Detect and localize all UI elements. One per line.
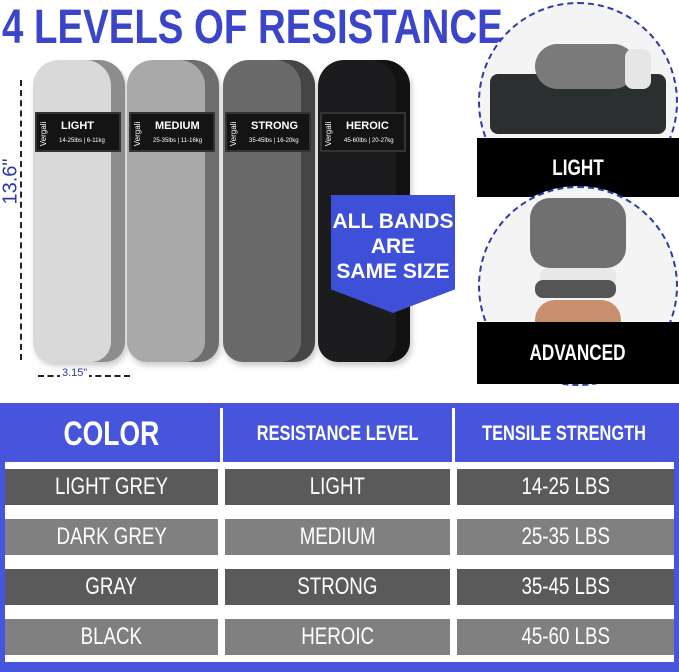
sign-line: SAME SIZE <box>336 260 450 283</box>
band-spec: 45-60lbs | 20-27kg <box>344 138 394 144</box>
cell-resistance-level: STRONG <box>225 569 450 605</box>
advanced-band-figure <box>535 280 616 298</box>
band-strong: Vergali STRONG 35-45lbs | 16-20kg <box>223 60 315 362</box>
table-row: LIGHT GREY LIGHT 14-25 LBS <box>5 462 674 512</box>
band-medium: Vergali MEDIUM 25-35lbs | 11-16kg <box>127 60 219 362</box>
table-row: BLACK HEROIC 45-60 LBS <box>5 612 674 662</box>
level-label-advanced: ADVANCED <box>477 322 679 384</box>
band-spec: 25-35lbs | 11-16kg <box>153 138 203 144</box>
column-divider <box>452 408 455 464</box>
cell-color: DARK GREY <box>5 519 218 555</box>
brand-logo: Vergali <box>229 121 238 147</box>
band-name: LIGHT <box>61 120 94 132</box>
band-spec: 14-25lbs | 6-11kg <box>59 138 105 144</box>
header-color: COLOR <box>63 415 160 453</box>
height-dimension-label: 13.6" <box>0 158 22 205</box>
cell-tensile-strength: 35-45 LBS <box>457 569 674 605</box>
band-spec: 35-45lbs | 16-20kg <box>249 138 299 144</box>
band-tag: Vergali MEDIUM 25-35lbs | 11-16kg <box>129 112 215 152</box>
resistance-table: COLOR RESISTANCE LEVEL TENSILE STRENGTH … <box>0 403 679 672</box>
height-dimension-line <box>20 80 22 360</box>
same-size-sign: ALL BANDS ARE SAME SIZE <box>331 195 455 313</box>
cell-color: BLACK <box>5 619 218 655</box>
light-band-figure <box>625 49 651 89</box>
cell-resistance-level: MEDIUM <box>225 519 450 555</box>
band-name: STRONG <box>251 120 299 132</box>
band-name: HEROIC <box>346 120 389 132</box>
sign-line: ARE <box>370 235 416 258</box>
band-name: MEDIUM <box>155 120 200 132</box>
cell-resistance-level: LIGHT <box>225 469 450 505</box>
band-tag: Vergali HEROIC 45-60lbs | 20-27kg <box>320 112 406 152</box>
band-tag: Vergali LIGHT 14-25lbs | 6-11kg <box>35 112 121 152</box>
header-resistance-level: RESISTANCE LEVEL <box>256 422 419 445</box>
band-tag: Vergali STRONG 35-45lbs | 16-20kg <box>225 112 311 152</box>
column-divider <box>220 408 223 464</box>
width-dimension-label: 3.15" <box>60 367 90 379</box>
cell-color: GRAY <box>5 569 218 605</box>
person-figure <box>535 44 636 89</box>
page-title: 4 LEVELS OF RESISTANCE <box>2 1 503 54</box>
header-tensile-strength: TENSILE STRENGTH <box>482 422 647 445</box>
table-row: GRAY STRONG 35-45 LBS <box>5 562 674 612</box>
brand-logo: Vergali <box>133 121 142 147</box>
sign-line: ALL BANDS <box>332 210 454 233</box>
cell-resistance-level: HEROIC <box>225 619 450 655</box>
cell-color: LIGHT GREY <box>5 469 218 505</box>
table-row: DARK GREY MEDIUM 25-35 LBS <box>5 512 674 562</box>
band-light: Vergali LIGHT 14-25lbs | 6-11kg <box>33 60 125 362</box>
brand-logo: Vergali <box>324 121 333 147</box>
cell-tensile-strength: 45-60 LBS <box>457 619 674 655</box>
cell-tensile-strength: 14-25 LBS <box>457 469 674 505</box>
brand-logo: Vergali <box>39 121 48 147</box>
cell-tensile-strength: 25-35 LBS <box>457 519 674 555</box>
person-figure <box>530 198 626 268</box>
